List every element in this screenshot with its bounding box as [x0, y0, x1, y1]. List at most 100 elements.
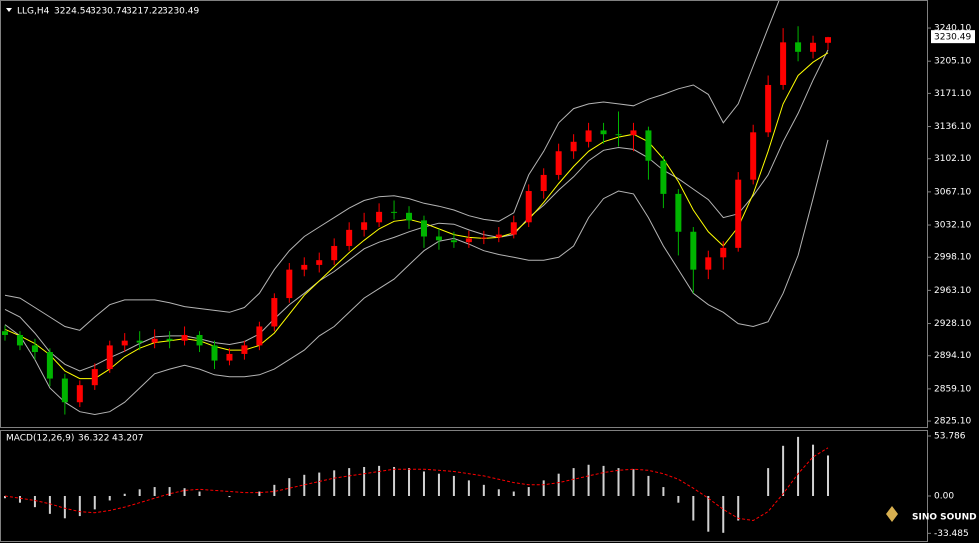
macd-title: MACD(12,26,9): [6, 434, 74, 444]
candle-body: [660, 160, 667, 194]
candle-body: [645, 130, 652, 161]
macd-plot: [4, 436, 829, 533]
candle-body: [241, 345, 248, 354]
macd-bar: [48, 495, 51, 514]
y-tick-label: 2963.10: [934, 286, 971, 296]
candle-body: [76, 385, 83, 403]
candle-body: [495, 234, 502, 238]
macd-bar: [378, 465, 381, 496]
y-tick-label: 3240.10: [934, 24, 971, 34]
candle-body: [16, 334, 23, 346]
candle-body: [615, 134, 622, 136]
macd-bar: [437, 473, 440, 496]
y-tick-label: 3205.10: [934, 57, 971, 67]
watermark: SINO SOUND: [912, 513, 977, 523]
macd-bar: [602, 465, 605, 496]
macd-bar: [198, 491, 201, 496]
y-tick-label: 0.00: [934, 491, 954, 501]
macd-bar: [183, 488, 186, 496]
macd-bar: [393, 466, 396, 496]
candle-body: [690, 231, 697, 270]
candle-body: [226, 353, 233, 361]
macd-bar: [737, 495, 740, 521]
macd-bar: [797, 436, 800, 496]
candle-body: [331, 245, 338, 261]
macd-bar: [827, 455, 829, 496]
candle-body: [420, 220, 427, 237]
macd-bar: [482, 484, 485, 496]
candle-body: [480, 237, 487, 239]
macd-pane: [0, 430, 928, 542]
candle-body: [705, 257, 712, 270]
ohlc-open: 3224.54: [54, 7, 91, 17]
y-tick-label: 2859.10: [934, 384, 971, 394]
macd-bar: [78, 495, 81, 517]
macd-bar: [587, 464, 590, 496]
y-tick-label: 2928.10: [934, 319, 971, 329]
candle-body: [46, 352, 53, 379]
candle-body: [256, 326, 263, 346]
candle-body: [151, 338, 158, 343]
candle-body: [630, 130, 637, 136]
candle-body: [361, 222, 368, 230]
indicator-line: [4, 1, 780, 331]
macd-bar: [408, 468, 411, 496]
price-plot: [2, 1, 831, 416]
y-tick-label: 3171.10: [934, 89, 971, 99]
candle-body: [2, 331, 8, 335]
macd-bar: [722, 495, 725, 533]
y-tick-label: 3067.10: [934, 187, 971, 197]
macd-bar: [318, 472, 321, 496]
logo-icon: [886, 506, 898, 522]
candle-body: [570, 141, 577, 152]
candle-body: [121, 340, 128, 346]
menu-arrow: [6, 8, 12, 12]
macd-bar: [108, 495, 111, 501]
candle-body: [780, 42, 787, 85]
candle-body: [825, 37, 831, 43]
macd-bar: [812, 444, 815, 496]
macd-bar: [527, 487, 530, 496]
macd-bar: [333, 470, 336, 496]
candle-body: [750, 132, 757, 180]
candle-body: [435, 236, 442, 241]
ohlc-low: 3217.22: [126, 7, 163, 17]
macd-bar: [273, 484, 276, 496]
candle-body: [181, 334, 188, 341]
macd-bar: [303, 474, 306, 496]
macd-bar: [258, 491, 261, 496]
macd-bar: [782, 445, 785, 496]
macd-bar: [123, 493, 126, 496]
macd-bar: [707, 495, 710, 532]
macd-bar: [557, 473, 560, 496]
candle-body: [31, 345, 38, 353]
candle-body: [376, 211, 383, 223]
candle-body: [391, 211, 398, 213]
signal-value: 43.207: [112, 434, 144, 444]
candle-body: [510, 222, 517, 235]
macd-bar: [677, 495, 680, 503]
candle-body: [286, 269, 293, 299]
macd-bar: [33, 495, 36, 508]
symbol-title: LLG,H4: [17, 7, 50, 17]
macd-bar: [288, 478, 291, 496]
macd-bar: [647, 475, 650, 496]
y-tick-label: 3136.10: [934, 122, 971, 132]
macd-bar: [767, 468, 770, 496]
macd-bar: [153, 487, 156, 496]
candle-body: [465, 238, 472, 243]
macd-bar: [452, 475, 455, 496]
y-tick-label: 3102.10: [934, 154, 971, 164]
price-pane: [0, 0, 928, 428]
macd-bar: [363, 466, 366, 496]
candle-body: [406, 212, 413, 221]
candle-body: [540, 174, 547, 192]
candle-body: [735, 179, 742, 248]
indicator-line: [4, 49, 829, 372]
y-tick-label: -33.485: [934, 529, 969, 539]
candle-body: [585, 130, 592, 142]
candle-body: [765, 84, 772, 133]
candle-body: [61, 378, 68, 403]
price-label-box: [931, 30, 975, 44]
